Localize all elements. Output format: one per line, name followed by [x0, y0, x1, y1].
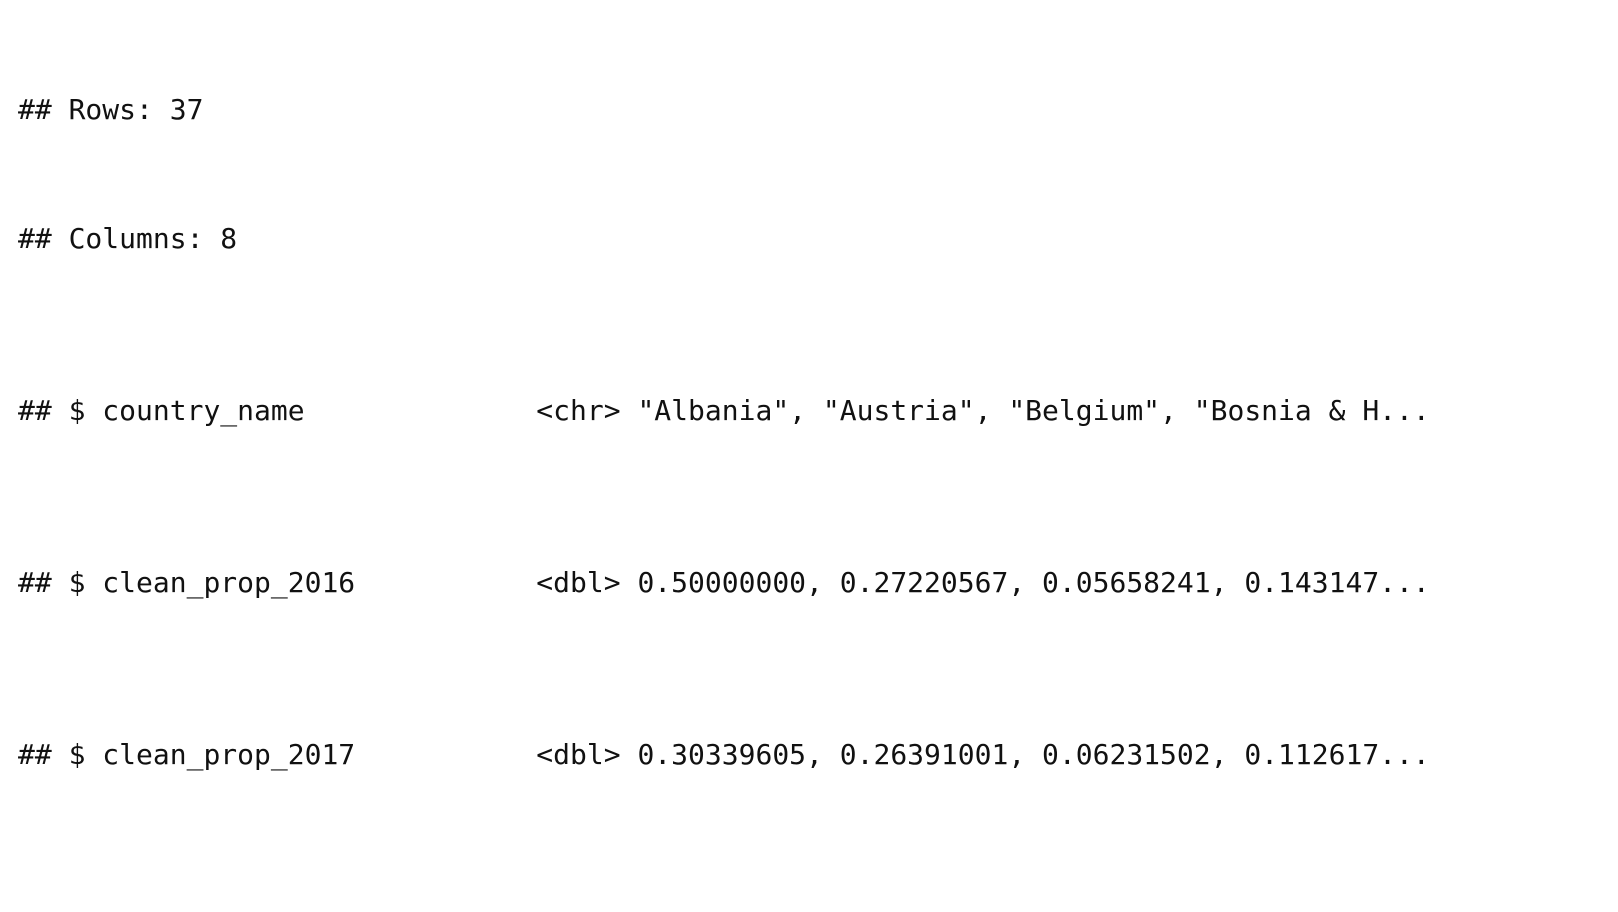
variable-name: clean_prop_2016 — [102, 566, 356, 599]
variable-type: <dbl> — [536, 738, 621, 771]
variable-values: 0.30339605, 0.26391001, 0.06231502, 0.11… — [637, 738, 1430, 771]
variable-values: 0.50000000, 0.27220567, 0.05658241, 0.14… — [637, 566, 1430, 599]
row-prefix: ## $ — [18, 566, 103, 599]
variable-type: <dbl> — [536, 910, 620, 912]
variable-values: 0.41455949, 0.30146043, 0.07093567, 0.19… — [637, 910, 1429, 912]
variable-row-clean-prop-2018: ## $ clean_prop_2018<dbl> 0.41455949, 0.… — [18, 905, 1608, 912]
row-prefix: ## $ — [18, 394, 103, 427]
rows-line: ## Rows: 37 — [18, 93, 204, 126]
glimpse-output: ## Rows: 37 ## Columns: 8 ## $ country_n… — [18, 2, 1608, 912]
row-prefix: ## $ — [18, 910, 102, 912]
variable-name: country_name — [102, 394, 305, 427]
row-prefix: ## $ — [18, 738, 103, 771]
variable-name: clean_prop_2017 — [102, 738, 356, 771]
variable-name: clean_prop_2018 — [102, 905, 536, 912]
variable-row-clean-prop-2017: ## $ clean_prop_2017 <dbl> 0.30339605, 0.… — [18, 733, 1608, 776]
variable-row-clean-prop-2016: ## $ clean_prop_2016 <dbl> 0.50000000, 0.… — [18, 561, 1608, 604]
variable-values: "Albania", "Austria", "Belgium", "Bosnia… — [637, 394, 1430, 427]
columns-line: ## Columns: 8 — [18, 222, 238, 255]
variable-row-country-name: ## $ country_name <chr> "Albania", "Austr… — [18, 389, 1608, 432]
variable-type: <chr> — [536, 394, 621, 427]
variable-type: <dbl> — [536, 566, 621, 599]
